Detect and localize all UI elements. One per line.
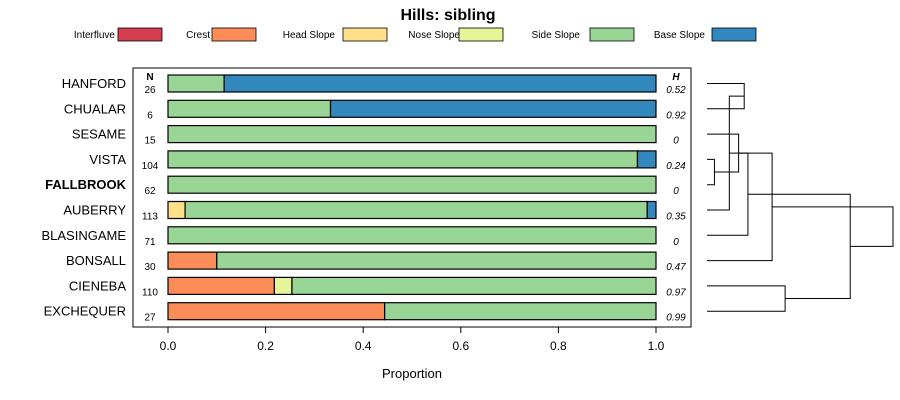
bar-segment-side-slope [384,302,657,321]
bar-segment-side-slope [216,251,657,270]
row-h-value: 0.52 [666,85,686,96]
legend: Interfluve Crest Head Slope Nose Slope Side … [74,27,757,42]
row-label: FALLBROOK [45,177,126,192]
row-h-value: 0.35 [666,212,686,223]
row-hanford: HANFORD 26 0.52 [62,74,686,96]
row-n-value: 113 [142,212,158,223]
legend-label-side-slope: Side Slope [532,30,581,41]
dendrogram-branch [707,152,749,236]
legend-swatch-head-slope [342,27,388,42]
legend-label-nose-slope: Nose Slope [408,30,460,41]
x-tick-label: 1.0 [648,339,665,353]
bar-segment-side-slope [167,150,639,169]
plot-frame [132,67,692,328]
bar-segment-side-slope [167,226,657,245]
chart-title: Hills: sibling [400,7,495,24]
legend-label-base-slope: Base Slope [654,30,706,41]
bar-segment-crest [167,251,218,270]
row-n-value: 15 [144,136,156,147]
legend-label-crest: Crest [186,30,210,41]
row-label: BONSALL [66,253,126,268]
row-exchequer: EXCHEQUER 27 0.99 [44,302,686,324]
row-n-value: 71 [144,237,156,248]
dendrogram-branch [747,193,851,300]
bar-segment-base-slope [329,99,657,118]
bar-segment-base-slope [223,74,657,93]
row-label: HANFORD [62,76,126,91]
x-tick-label: 0.6 [452,339,469,353]
row-h-value: 0.92 [666,110,686,121]
row-chualar: CHUALAR 6 0.92 [64,99,686,121]
bar-segment-side-slope [184,200,648,220]
row-n-value: 30 [144,262,156,273]
x-axis-title: Proportion [382,366,442,381]
row-cieneba: CIENEBA 110 0.97 [69,276,686,298]
bar-segment-nose-slope [273,276,293,295]
row-n-value: 104 [142,161,159,172]
n-column-header: N [146,72,153,83]
bar-segment-crest [167,302,386,321]
row-label: CHUALAR [64,101,126,116]
row-fallbrook: FALLBROOK 62 0 [45,175,679,197]
row-label: SESAME [72,127,127,142]
legend-swatch-nose-slope [458,27,504,42]
dendrogram-branch [707,285,786,312]
bar-segment-side-slope [167,99,332,118]
row-h-value: 0.47 [666,262,686,273]
x-tick-label: 0.2 [257,339,274,353]
row-n-value: 27 [144,313,156,324]
row-h-value: 0 [673,186,679,197]
row-h-value: 0.99 [666,313,686,324]
bar-segment-side-slope [291,276,657,295]
x-tick-label: 0.8 [550,339,567,353]
row-n-value: 110 [142,287,158,298]
row-n-value: 26 [144,85,156,96]
h-column-header: H [672,72,680,83]
row-bonsall: BONSALL 30 0.47 [66,251,686,273]
legend-swatch-base-slope [711,27,757,42]
row-h-value: 0.24 [666,161,686,172]
row-h-value: 0 [673,237,679,248]
dendrogram-branch [772,206,894,247]
row-label: CIENEBA [69,278,126,293]
legend-label-interfluve: Interfluve [74,30,116,41]
row-label: AUBERRY [63,203,126,218]
row-h-value: 0.97 [666,287,686,298]
legend-swatch-side-slope [589,27,635,42]
dendrogram-branch [707,158,715,186]
bar-segment-side-slope [167,74,225,93]
row-n-value: 62 [144,186,156,197]
bar-segment-crest [167,276,275,295]
x-axis: 0.0 0.2 0.4 0.6 0.8 1.0 [160,327,665,353]
row-label: EXCHEQUER [44,304,126,319]
bar-segment-side-slope [167,175,657,194]
legend-swatch-crest [211,27,257,42]
legend-swatch-interfluve [117,27,163,42]
row-auberry: AUBERRY 113 0.35 [63,200,686,223]
dendrogram-branch [707,152,773,262]
x-tick-label: 0.0 [160,339,177,353]
row-label: VISTA [89,152,126,167]
row-label: BLASINGAME [41,228,126,243]
row-n-value: 6 [147,110,153,121]
legend-label-head-slope: Head Slope [283,30,336,41]
bar-segment-base-slope [636,150,657,169]
row-blasingame: BLASINGAME 71 0 [41,226,679,248]
bar-segment-base-slope [646,200,657,220]
row-vista: VISTA 104 0.24 [89,150,686,172]
bar-rows: HANFORD 26 0.52 CHUALAR 6 0.92 SESAME 15 0 VISTA 1… [41,74,686,324]
x-tick-label: 0.4 [355,339,372,353]
row-sesame: SESAME 15 0 [72,124,679,147]
dendrogram [707,83,894,312]
bar-segment-head-slope [167,200,186,220]
row-h-value: 0 [673,136,679,147]
bar-segment-side-slope [167,124,657,144]
